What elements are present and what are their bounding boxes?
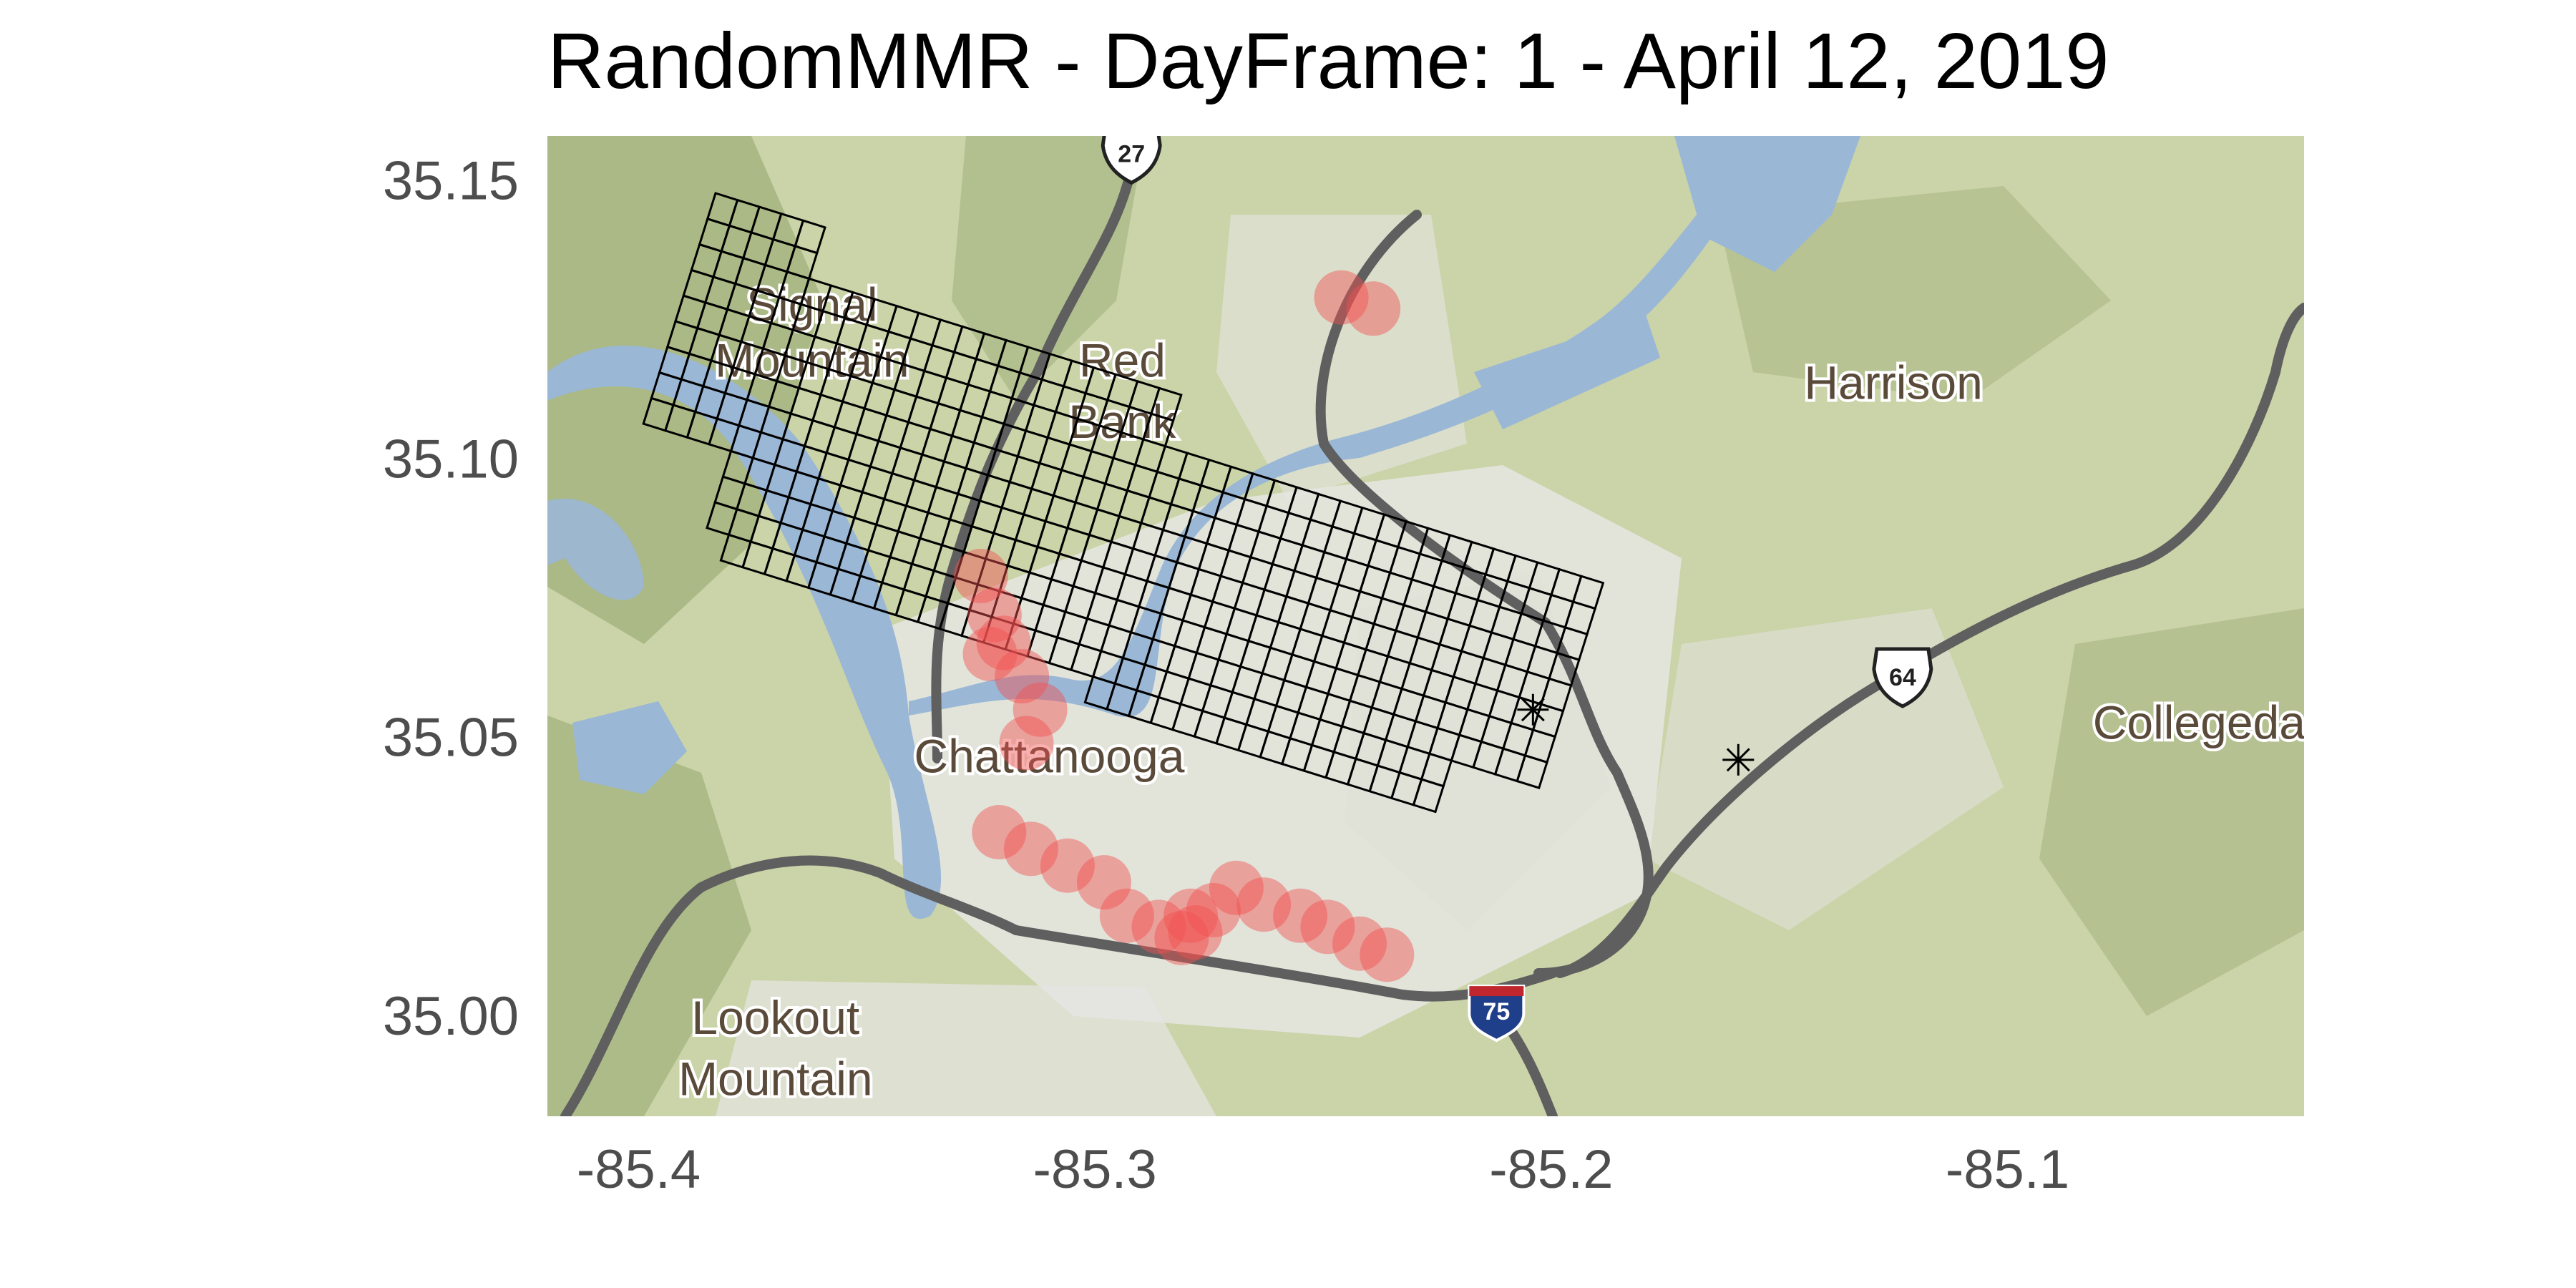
incident-point [1300, 899, 1355, 955]
incident-point [995, 649, 1050, 704]
incident-point [1040, 838, 1095, 893]
incident-point [1099, 888, 1154, 943]
place-label: Chattanooga [914, 729, 1184, 782]
y-axis-ticks: 35.15 35.10 35.05 35.00 [383, 150, 519, 1047]
road-shields: 27 64 75 [1101, 136, 1933, 1043]
grid-cell [1412, 778, 1445, 814]
place-label: Collegeda [2093, 696, 2306, 749]
chart-title: RandomMMR - DayFrame: 1 - April 12, 2019 [547, 17, 2109, 105]
incident-point [1013, 682, 1068, 737]
incident-point [1346, 281, 1401, 336]
place-label: Mountain [678, 1053, 873, 1106]
incident-point [976, 615, 1031, 670]
incident-point [972, 805, 1027, 860]
us-route-shield-icon [1872, 647, 1933, 708]
forest-area [952, 136, 1145, 401]
incident-point [1003, 821, 1058, 877]
incident-point [967, 587, 1022, 643]
road-shield-number: 75 [1483, 998, 1510, 1025]
analysis-grid [642, 192, 1605, 814]
river-west-bend [547, 345, 942, 919]
location-markers [1517, 693, 1755, 776]
incident-point [1332, 916, 1387, 971]
incident-point [962, 626, 1018, 681]
incident-point [1131, 899, 1186, 955]
incident-point [1186, 882, 1241, 937]
incident-point [1168, 905, 1223, 960]
x-tick-label: -85.2 [1489, 1139, 1613, 1200]
place-label: Red [1079, 334, 1166, 387]
incident-point [999, 716, 1054, 771]
grid-cell [1516, 753, 1548, 789]
forest-area [1717, 186, 2111, 401]
road-shield-number: 27 [1118, 140, 1145, 167]
river-oxbow [547, 498, 644, 600]
y-tick-label: 35.05 [383, 708, 519, 769]
incident-point [1273, 888, 1328, 943]
asterisk-stroke [1726, 748, 1750, 772]
lake-west [572, 701, 687, 794]
interstate-shield-icon [1468, 985, 1526, 1043]
asterisk-stroke [1521, 698, 1545, 722]
place-label: Harrison [1804, 356, 1982, 409]
highways [560, 167, 2304, 1116]
interstate-band [1469, 986, 1524, 997]
asterisk-marker-icon [1517, 693, 1549, 726]
x-tick-label: -85.1 [1946, 1139, 2069, 1200]
incident-point [1314, 270, 1369, 325]
incident-point [953, 548, 1008, 603]
highway [1555, 303, 2304, 978]
incident-point [1154, 910, 1209, 965]
y-tick-label: 35.00 [383, 986, 519, 1047]
incident-point [1236, 877, 1292, 932]
asterisk-marker-icon [1722, 743, 1755, 776]
incident-point [1163, 888, 1219, 943]
incident-point [1076, 855, 1131, 910]
x-tick-label: -85.3 [1033, 1139, 1157, 1200]
incident-point [1360, 927, 1415, 982]
incident-points [953, 270, 1415, 982]
place-label: Lookout [691, 991, 859, 1044]
incident-point [1209, 860, 1264, 915]
x-axis-ticks: -85.4 -85.3 -85.2 -85.1 [577, 1139, 2069, 1200]
forest-area [2039, 608, 2304, 1016]
lake-arm [1474, 315, 1660, 429]
y-tick-label: 35.10 [383, 429, 519, 489]
lake-chickamauga [1674, 136, 1860, 272]
us-route-shield-icon [1101, 136, 1162, 185]
urban-area [716, 980, 1216, 1116]
highway [560, 855, 1021, 1116]
highway [931, 167, 1136, 763]
x-tick-label: -85.4 [577, 1139, 701, 1200]
urban-area [880, 465, 1682, 1038]
forest-area [547, 716, 751, 1116]
highway [1315, 210, 1654, 978]
road-shield-number: 64 [1889, 664, 1916, 691]
y-tick-label: 35.15 [383, 150, 519, 211]
